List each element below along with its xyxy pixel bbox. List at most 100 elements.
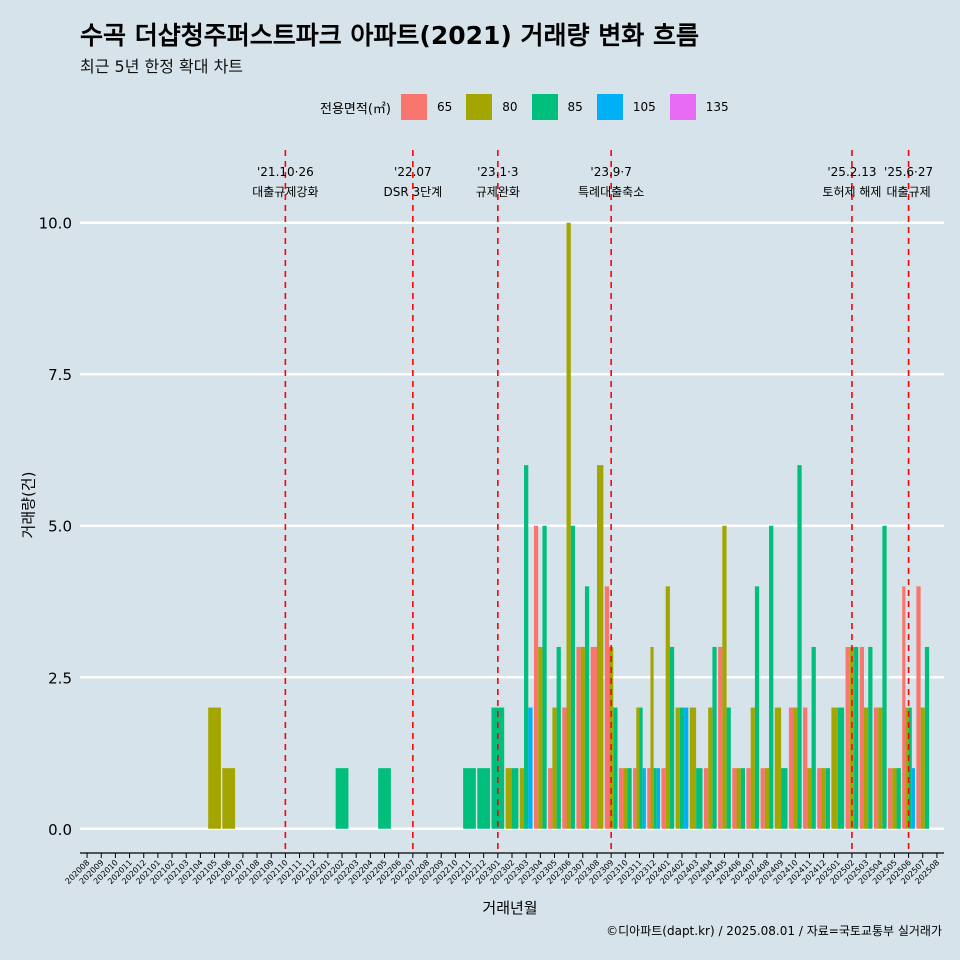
legend-item-105: 105 [596,94,656,120]
bar-85-202504 [882,525,887,829]
bar-85-202410 [797,465,802,829]
legend-label-105: 105 [632,100,656,114]
bar-105-202506 [911,768,915,829]
bar-80-202506 [905,707,909,829]
bar-80-202507 [920,707,925,829]
bar-80-202408 [764,768,770,829]
legend-item-80: 80 [466,94,518,120]
bar-85-202304 [542,525,547,829]
bar-80-202105 [208,707,221,829]
bar-85-202411 [811,646,816,829]
annotation-date-202502: '25.2.13 [827,165,876,179]
bar-65-202504 [873,707,879,829]
bar-85-202404 [712,646,717,829]
bar-80-202403 [689,707,697,829]
legend-swatch-135 [669,94,696,120]
bar-85-202306 [570,525,576,829]
y-axis-label: 거래량(건) [19,471,38,539]
bar-80-202308 [596,465,604,829]
annotation-label-202309: 특례대출축소 [578,185,644,199]
bar-80-202312 [650,646,654,829]
bar-65-202505 [888,768,893,829]
bar-85-202412 [825,768,830,829]
bar-85-202205 [378,768,391,829]
bar-85-202212 [477,768,491,829]
bar-80-202503 [863,707,869,829]
bar-85-202408 [769,525,774,829]
bar-85-202202 [335,768,349,829]
bar-80-202401 [665,586,670,829]
bar-85-202406 [740,768,745,829]
legend-swatch-65 [400,94,427,120]
bar-65-202408 [760,768,765,829]
annotation-label-202502: 토허제 해제 [822,185,881,199]
bar-80-202304 [538,646,543,829]
bar-85-202307 [584,586,590,829]
bar-65-202304 [533,525,539,829]
bar-65-202310 [618,768,624,829]
y-tick-label: 10.0 [39,215,72,233]
bar-80-202410 [793,707,798,829]
bar-80-202106 [222,768,236,829]
bar-85-202309 [613,707,618,829]
bar-65-202309 [604,586,610,829]
y-tick-label: 2.5 [48,669,72,687]
bar-65-202507 [916,586,921,829]
bar-80-202310 [623,768,628,829]
legend-label-80: 80 [502,100,518,114]
bar-80-202409 [774,707,782,829]
bar-85-202502 [854,646,859,829]
bar-65-202503 [859,646,864,829]
bar-85-202405 [726,707,731,829]
bar-85-202503 [868,646,873,829]
bar-65-202502 [845,646,850,829]
annotation-date-202110: '21.10·26 [257,165,314,179]
chart-title: 수곡 더샵청주퍼스트파크 아파트(2021) 거래량 변화 흐름 [80,21,699,50]
legend: 전용면적(㎡) 65 80 85 105 135 [320,92,743,122]
chart-subtitle: 최근 5년 한정 확대 차트 [80,57,244,76]
bar-105-202312 [656,768,661,829]
bar-80-202505 [892,768,897,829]
bar-65-202308 [590,646,597,829]
legend-label-85: 85 [567,100,583,114]
bar-85-202312 [653,768,657,829]
annotation-date-202207: '22.07 [394,165,432,179]
annotation-label-202301: 규제완화 [476,185,520,199]
legend-item-85: 85 [531,94,583,120]
bar-85-202302 [512,768,519,829]
bar-80-202302 [505,768,512,829]
bar-65-202506 [902,586,906,829]
legend-swatch-80 [466,94,493,120]
bar-85-202311 [639,707,643,829]
bar-80-202311 [636,707,640,829]
bar-65-202411 [803,707,808,829]
bar-85-202505 [896,768,901,829]
legend-title: 전용면적(㎡) [320,101,391,117]
bar-85-202409 [781,768,788,829]
source-caption: ©디아파트(dapt.kr) / 2025.08.01 / 자료=국토교통부 실… [606,924,942,938]
legend-item-65: 65 [400,94,453,120]
bar-80-202307 [580,646,585,829]
bar-65-202307 [576,646,581,829]
bar-80-202305 [552,707,557,829]
bar-85-202501 [837,707,845,829]
bar-80-202405 [722,525,727,829]
legend-label-65: 65 [436,100,453,114]
annotation-label-202506: 대출규제 [887,185,931,199]
bar-85-202211 [463,768,476,829]
legend-swatch-105 [596,94,623,120]
bar-85-202407 [754,586,760,829]
bar-85-202403 [696,768,703,829]
bar-80-202501 [831,707,838,829]
annotation-label-202207: DSR 3단계 [383,185,442,199]
bar-80-202402 [675,707,680,829]
bar-65-202311 [633,768,637,829]
legend-label-135: 135 [705,100,729,114]
annotation-date-202506: '25.6·27 [884,165,933,179]
bar-65-202401 [661,768,666,829]
bar-80-202306 [566,222,571,829]
annotation-date-202301: '23.1·3 [477,165,518,179]
bar-65-202407 [746,768,751,829]
bar-65-202410 [788,707,794,829]
